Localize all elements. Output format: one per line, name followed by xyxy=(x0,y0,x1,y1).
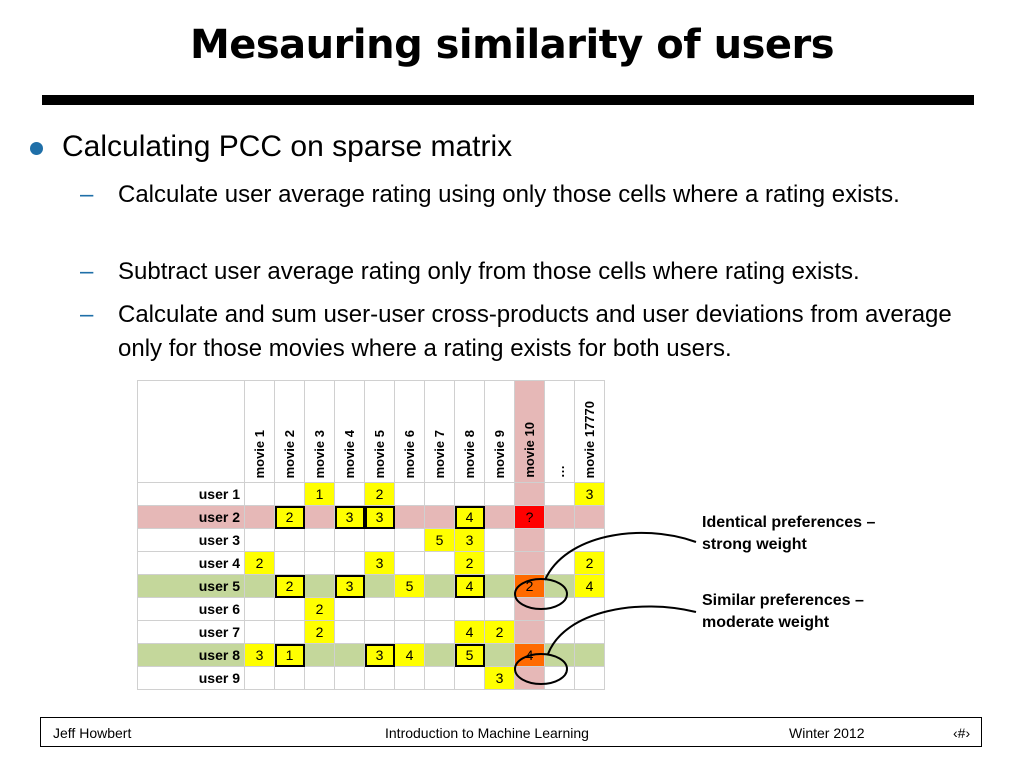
rating-cell xyxy=(304,643,335,667)
footer-course: Introduction to Machine Learning xyxy=(385,725,589,741)
column-header: movie 6 xyxy=(394,380,425,483)
rating-cell: 4 xyxy=(454,620,485,644)
footer-page-number: ‹#› xyxy=(953,725,971,741)
bullet-dot xyxy=(30,142,43,155)
rating-cell: 4 xyxy=(394,643,425,667)
rating-cell xyxy=(544,643,575,667)
rating-cell: 2 xyxy=(244,551,275,575)
rating-cell xyxy=(274,620,305,644)
highlight-circle-identical xyxy=(514,578,568,610)
row-user-label: user 9 xyxy=(137,666,245,690)
rating-cell xyxy=(544,528,575,552)
rating-cell xyxy=(484,643,515,667)
rating-cell: 3 xyxy=(244,643,275,667)
rating-cell xyxy=(544,505,575,529)
sub-bullet-dash: – xyxy=(80,301,94,328)
rating-cell: 3 xyxy=(334,505,365,529)
callout-identical: Identical preferences – strong weight xyxy=(702,514,876,553)
rating-cell xyxy=(574,505,605,529)
rating-cell xyxy=(514,620,545,644)
footer-author: Jeff Howbert xyxy=(53,725,132,741)
callout-line-identical xyxy=(544,531,697,581)
rating-cell xyxy=(484,482,515,506)
rating-cell xyxy=(454,666,485,690)
rating-cell xyxy=(574,666,605,690)
rating-cell xyxy=(364,574,395,598)
table-row: user 9 3 xyxy=(137,666,605,690)
table-row: user 6 2 xyxy=(137,597,605,621)
rating-cell xyxy=(364,666,395,690)
rating-cell: 5 xyxy=(394,574,425,598)
callout-similar: Similar preferences – moderate weight xyxy=(702,592,864,631)
footer: Jeff Howbert Introduction to Machine Lea… xyxy=(40,717,982,747)
rating-cell xyxy=(394,597,425,621)
rating-cell: 5 xyxy=(424,528,455,552)
rating-cell: 2 xyxy=(304,597,335,621)
rating-cell xyxy=(424,643,455,667)
rating-cell xyxy=(484,574,515,598)
column-header: … xyxy=(544,380,575,483)
sub-bullet-dash: – xyxy=(80,258,94,285)
callout-line-similar xyxy=(547,605,697,655)
highlight-circle-similar xyxy=(514,653,568,685)
rating-cell: 4 xyxy=(574,574,605,598)
matrix-corner xyxy=(137,380,245,483)
column-header: movie 2 xyxy=(274,380,305,483)
slide-title: Mesauring similarity of users xyxy=(189,22,835,68)
rating-cell xyxy=(424,505,455,529)
bullet-main: Calculating PCC on sparse matrix xyxy=(62,130,513,163)
rating-cell xyxy=(514,482,545,506)
rating-cell xyxy=(424,574,455,598)
row-user-label: user 3 xyxy=(137,528,245,552)
matrix-header-row: movie 1 movie 2 movie 3 movie 4 movie 5 … xyxy=(137,380,605,483)
column-header: movie 1 xyxy=(244,380,275,483)
sub-bullet-dash: – xyxy=(80,181,94,208)
footer-term: Winter 2012 xyxy=(789,725,865,741)
rating-cell xyxy=(394,666,425,690)
column-header: movie 17770 xyxy=(574,380,605,483)
row-user-label: user 5 xyxy=(137,574,245,598)
table-row: user 8 3 1 3 4 5 4 xyxy=(137,643,605,667)
rating-cell xyxy=(574,643,605,667)
rating-cell: 4 xyxy=(454,505,485,529)
rating-cell xyxy=(244,505,275,529)
row-user-label: user 1 xyxy=(137,482,245,506)
rating-cell xyxy=(544,666,575,690)
rating-cell xyxy=(304,574,335,598)
rating-cell xyxy=(514,528,545,552)
rating-matrix: movie 1 movie 2 movie 3 movie 4 movie 5 … xyxy=(137,380,605,690)
rating-cell xyxy=(244,620,275,644)
rating-cell xyxy=(364,528,395,552)
rating-cell xyxy=(514,551,545,575)
rating-cell: 3 xyxy=(364,505,395,529)
column-header: movie 10 xyxy=(514,380,545,483)
rating-cell xyxy=(304,505,335,529)
table-row: user 5 2 3 5 4 2 4 xyxy=(137,574,605,598)
rating-cell xyxy=(484,597,515,621)
rating-cell xyxy=(484,505,515,529)
rating-cell xyxy=(454,482,485,506)
table-row: user 4 2 3 2 2 xyxy=(137,551,605,575)
rating-cell xyxy=(334,643,365,667)
table-row: user 2 2 3 3 4 ? xyxy=(137,505,605,529)
rating-cell xyxy=(244,528,275,552)
column-header: movie 5 xyxy=(364,380,395,483)
sub-bullet-2: Subtract user average rating only from t… xyxy=(118,258,860,285)
rating-cell xyxy=(274,666,305,690)
sub-bullet-1: Calculate user average rating using only… xyxy=(118,181,900,208)
sub-bullet-3: Calculate and sum user-user cross-produc… xyxy=(118,301,952,362)
column-header: movie 7 xyxy=(424,380,455,483)
rating-cell: 4 xyxy=(454,574,485,598)
title-rule xyxy=(42,95,974,105)
rating-cell: 2 xyxy=(574,551,605,575)
rating-cell xyxy=(394,482,425,506)
rating-cell: 3 xyxy=(484,666,515,690)
table-row: user 1 1 2 3 xyxy=(137,482,605,506)
rating-cell xyxy=(544,620,575,644)
rating-cell: 2 xyxy=(274,505,305,529)
row-user-label: user 4 xyxy=(137,551,245,575)
rating-cell: 1 xyxy=(304,482,335,506)
rating-cell: 2 xyxy=(274,574,305,598)
